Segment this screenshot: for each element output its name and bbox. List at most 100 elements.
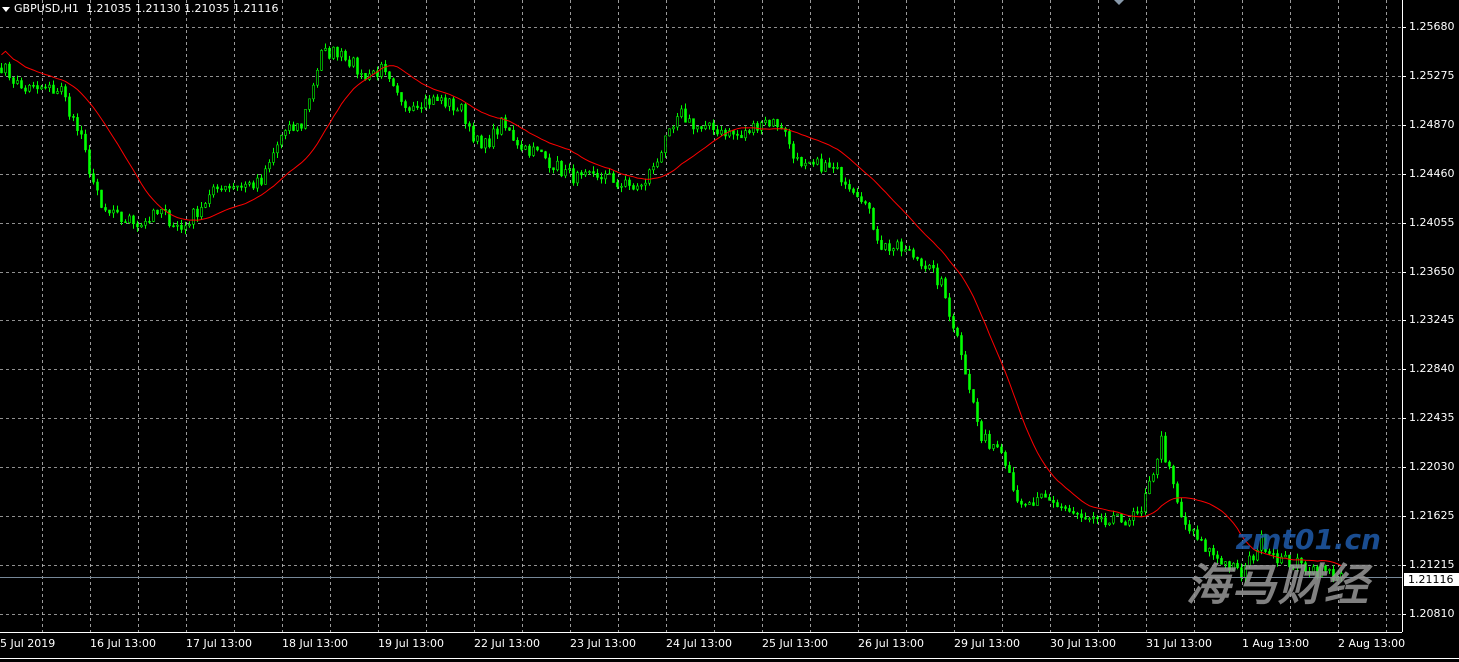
dropdown-triangle-icon[interactable] <box>2 6 10 12</box>
candle <box>936 263 939 290</box>
candle <box>832 162 835 173</box>
candle-body <box>1072 511 1075 514</box>
candle <box>1268 548 1271 556</box>
candle-body <box>844 181 847 185</box>
price-tick-label: 1.22030 <box>1409 460 1455 473</box>
candle <box>1112 510 1115 525</box>
low-price: 1.21035 <box>183 2 230 15</box>
watermark-url: zmt01.cn <box>1236 523 1381 556</box>
candle <box>956 326 959 338</box>
candle-body <box>596 173 599 178</box>
shift-marker-icon[interactable] <box>1114 0 1124 5</box>
candle-body <box>1164 435 1167 463</box>
candle-body <box>588 171 591 173</box>
candle <box>228 183 231 193</box>
candle <box>1152 472 1155 483</box>
price-tick-label: 1.22840 <box>1409 362 1455 375</box>
candle <box>412 101 415 112</box>
candle <box>428 94 431 109</box>
candle <box>1000 443 1003 454</box>
candle-body <box>232 186 235 189</box>
moving-average-line <box>1 50 1342 567</box>
candle-body <box>1312 566 1315 574</box>
candle <box>1144 488 1147 515</box>
candle-body <box>1108 522 1111 526</box>
candle <box>1080 509 1083 522</box>
grid <box>0 0 1406 632</box>
time-tick-label: 25 Jul 13:00 <box>762 637 828 650</box>
candle-body <box>500 117 503 135</box>
candle-body <box>364 72 367 80</box>
candle <box>676 113 679 131</box>
candle <box>452 96 455 116</box>
candle <box>196 205 199 222</box>
candle <box>588 170 591 175</box>
candle <box>520 140 523 152</box>
candle <box>248 180 251 187</box>
candle-body <box>824 162 827 172</box>
candle <box>736 130 739 140</box>
candle <box>1284 551 1287 558</box>
candle-body <box>1012 472 1015 491</box>
candle-body <box>304 109 307 129</box>
candle <box>1332 565 1335 583</box>
candle-body <box>1228 561 1231 571</box>
candle <box>772 118 775 128</box>
candle <box>432 94 435 105</box>
candle-body <box>600 177 603 180</box>
candle-body <box>592 171 595 174</box>
price-tick-label: 1.24055 <box>1409 216 1455 229</box>
candle <box>912 247 915 260</box>
candle <box>876 226 879 244</box>
candle-body <box>1292 566 1295 569</box>
candle <box>180 219 183 234</box>
candle <box>652 162 655 175</box>
candle-body <box>832 166 835 169</box>
candle <box>60 82 63 95</box>
candle <box>472 122 475 144</box>
candles <box>0 43 1343 583</box>
candle-body <box>540 149 543 152</box>
candle <box>1316 564 1319 580</box>
candle-body <box>1060 506 1063 509</box>
candle-body <box>112 209 115 214</box>
candle-body <box>360 72 363 75</box>
candle-body <box>260 177 263 185</box>
candle-body <box>1100 517 1103 520</box>
candle <box>568 163 571 174</box>
price-tick-label: 1.23650 <box>1409 265 1455 278</box>
candle <box>424 94 427 110</box>
candle-body <box>728 130 731 137</box>
candle-body <box>912 249 915 258</box>
time-tick-label: 30 Jul 13:00 <box>1050 637 1116 650</box>
candle-body <box>56 91 59 94</box>
candle <box>1084 512 1087 520</box>
candle-body <box>772 119 775 127</box>
current-price-label: 1.21116 <box>1404 573 1459 586</box>
candle-body <box>656 161 659 167</box>
candle <box>116 205 119 214</box>
candle <box>592 166 595 177</box>
candle-body <box>192 208 195 225</box>
candle <box>120 211 123 226</box>
candle <box>908 245 911 251</box>
candle-body <box>188 223 191 227</box>
candle <box>368 69 371 81</box>
candle <box>1172 464 1175 489</box>
candle-body <box>1104 517 1107 526</box>
candle <box>1036 492 1039 506</box>
candle-body <box>608 173 611 175</box>
candle <box>696 126 699 133</box>
candle <box>964 351 967 375</box>
candle <box>1008 461 1011 473</box>
candle-body <box>96 181 99 191</box>
candle <box>44 83 47 90</box>
candle <box>496 126 499 139</box>
candle-body <box>424 98 427 109</box>
candle <box>24 85 27 95</box>
candle <box>144 218 147 229</box>
candle-body <box>220 188 223 191</box>
candle-body <box>748 130 751 133</box>
candle <box>856 188 859 198</box>
